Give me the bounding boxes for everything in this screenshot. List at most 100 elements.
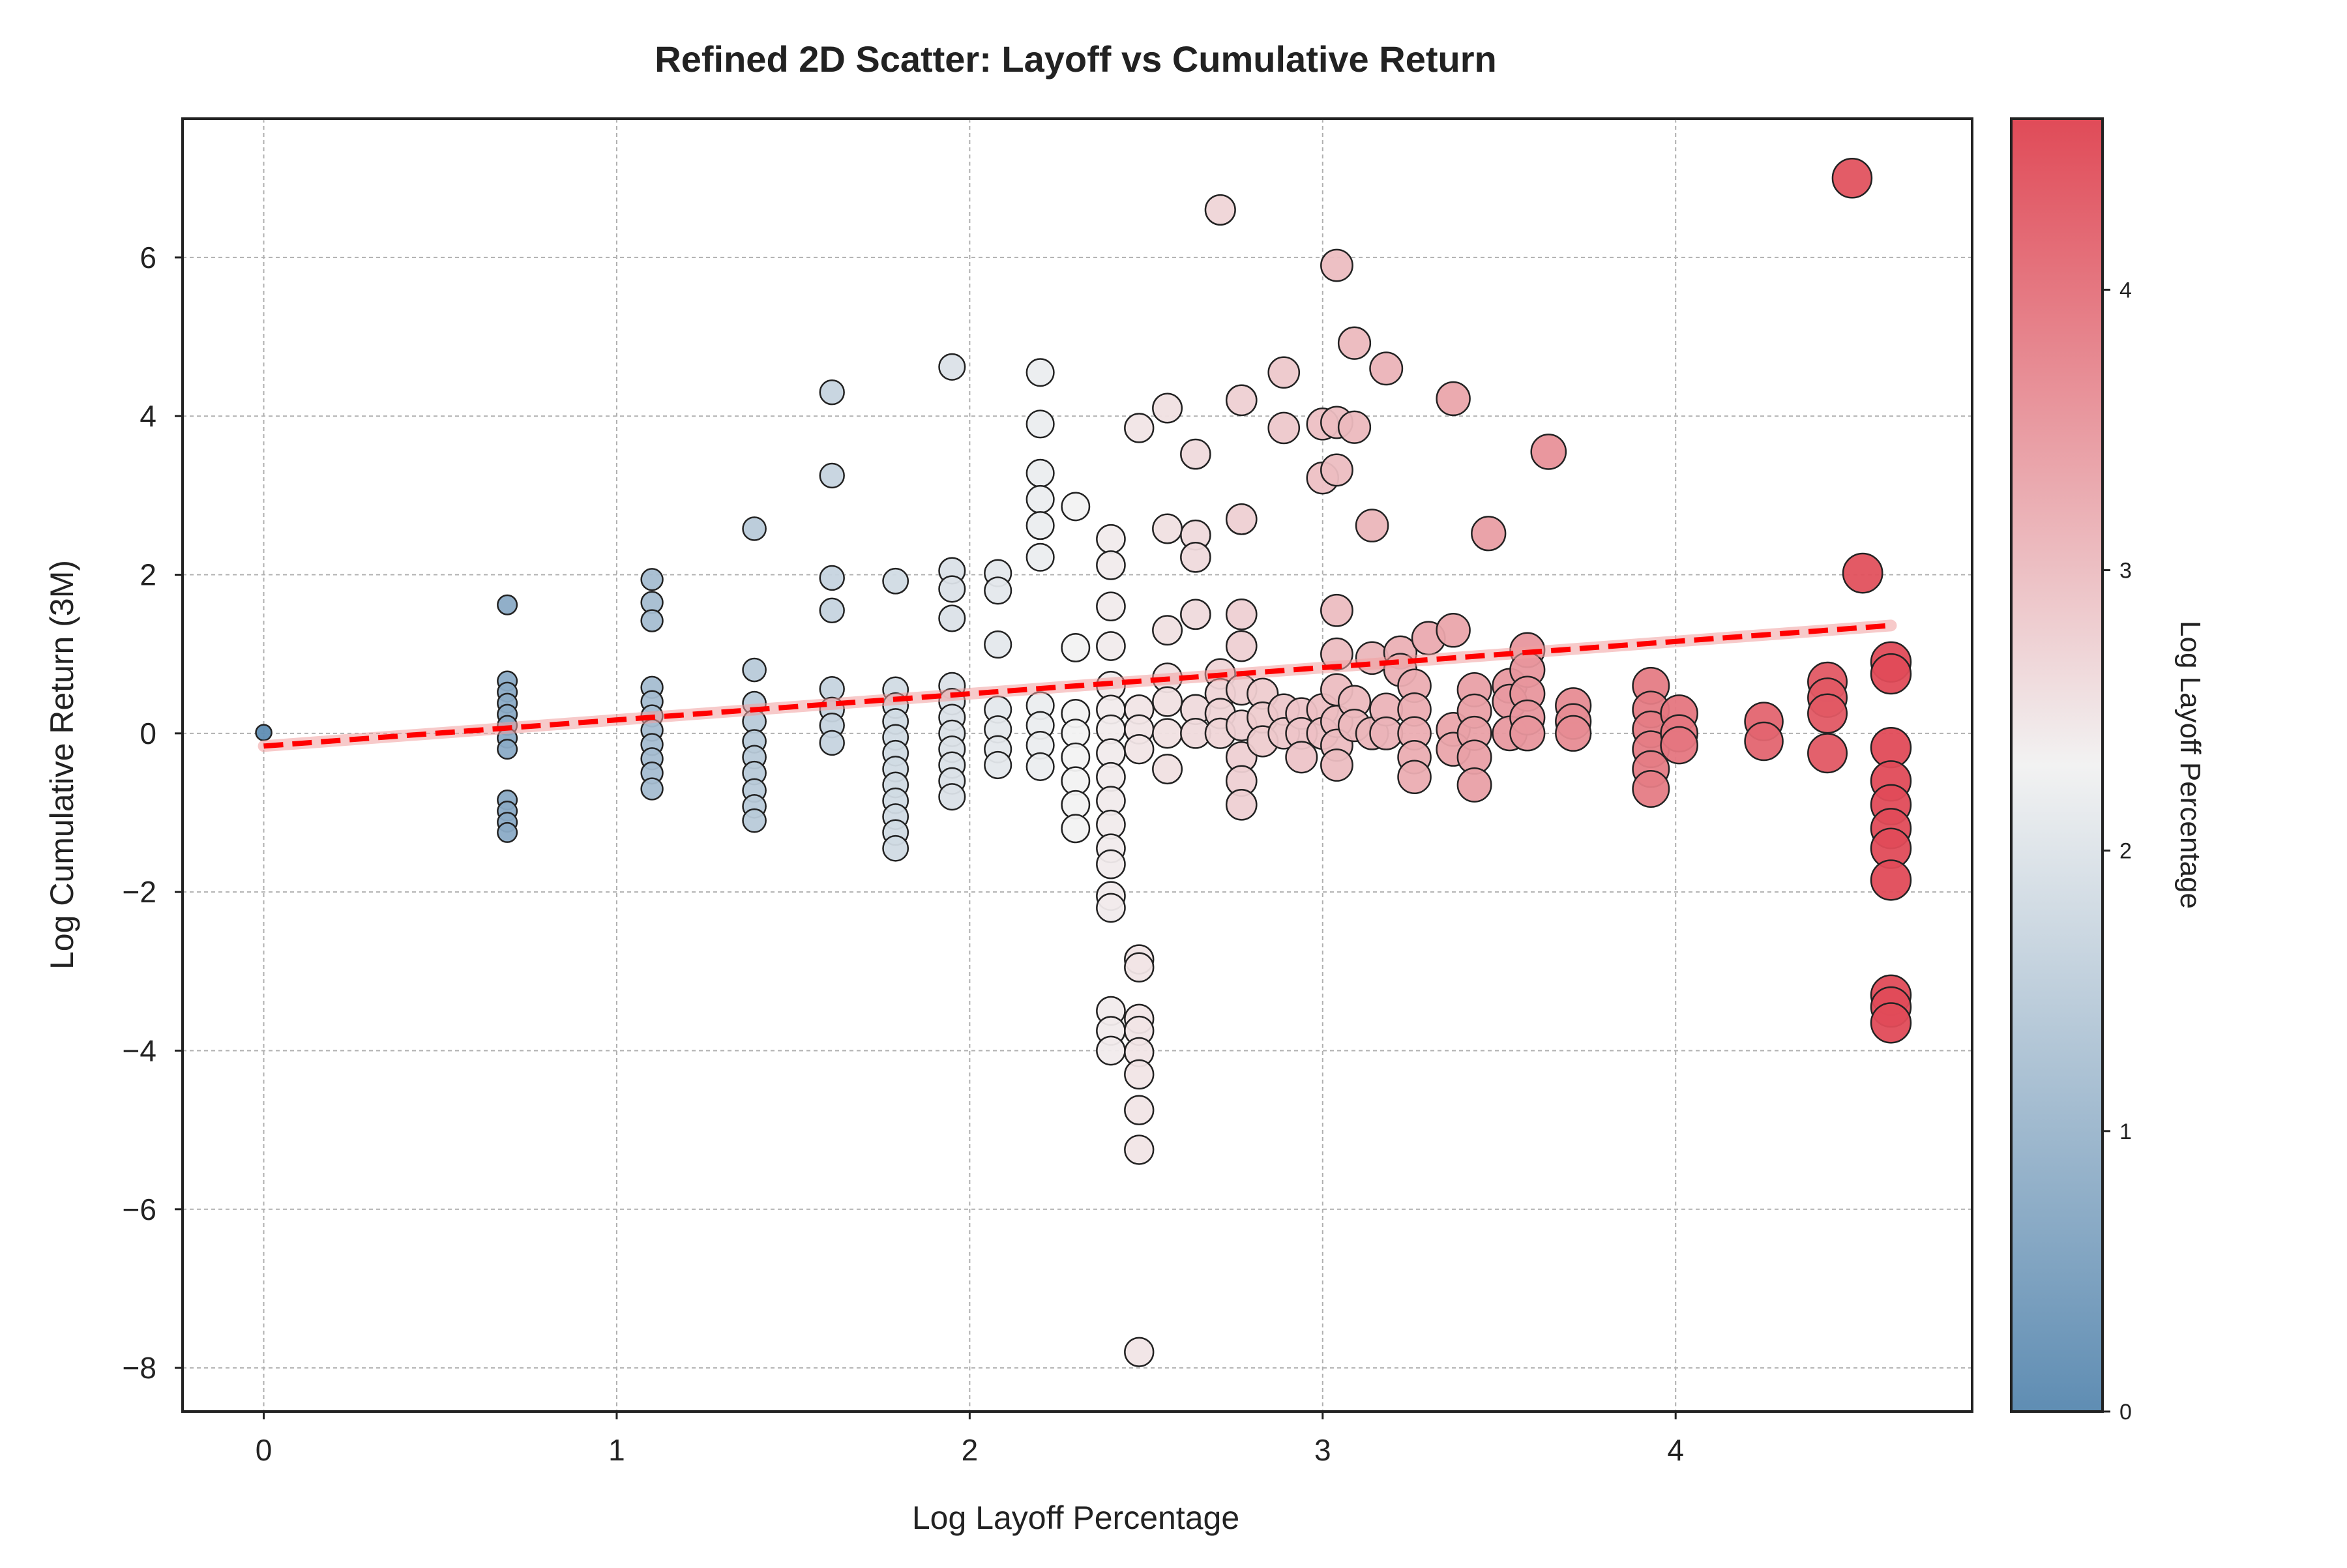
scatter-point: [1369, 351, 1404, 386]
scatter-point: [1225, 630, 1258, 662]
scatter-point: [1152, 513, 1183, 544]
y-tick-label: −6: [123, 1192, 156, 1226]
x-tick-label: 4: [1667, 1433, 1684, 1467]
scatter-point: [640, 777, 664, 801]
scatter-point: [1870, 653, 1912, 695]
scatter-point: [742, 516, 767, 541]
scatter-point: [1267, 356, 1301, 389]
scatter-point: [255, 724, 273, 741]
scatter-point: [1285, 741, 1318, 774]
scatter-point: [1124, 1337, 1155, 1367]
scatter-point: [984, 630, 1012, 659]
y-tick-label: −8: [123, 1351, 156, 1385]
scatter-point: [819, 597, 845, 623]
scatter-point: [1124, 1059, 1155, 1090]
scatter-point: [1267, 411, 1301, 445]
scatter-point: [742, 808, 767, 833]
y-tick-label: 2: [140, 558, 156, 592]
scatter-point: [1096, 524, 1126, 554]
scatter-point: [1204, 194, 1236, 226]
scatter-point: [1096, 591, 1126, 622]
scatter-point: [640, 609, 664, 632]
scatter-point: [1180, 438, 1211, 470]
scatter-point: [1152, 392, 1183, 424]
scatter-point: [1355, 509, 1389, 542]
scatter-point: [882, 835, 909, 862]
y-tick-label: −2: [123, 875, 156, 909]
colorbar-tick-label: 3: [2119, 559, 2132, 584]
x-axis-label: Log Layoff Percentage: [912, 1500, 1239, 1536]
colorbar-tick-label: 0: [2119, 1400, 2132, 1425]
scatter-point: [1026, 458, 1055, 488]
scatter-point: [819, 730, 845, 756]
scatter-point: [1831, 157, 1873, 199]
scatter-point: [1225, 503, 1258, 535]
scatter-point: [1870, 859, 1912, 901]
scatter-point: [742, 657, 767, 683]
scatter-point: [1061, 814, 1091, 844]
scatter-point: [1660, 726, 1698, 765]
scatter-point: [1842, 552, 1883, 594]
scatter-point: [1124, 1134, 1155, 1165]
scatter-point: [1337, 410, 1372, 444]
scatter-point: [1152, 754, 1183, 785]
trend-line-group: [258, 619, 1897, 752]
scatter-point: [1744, 721, 1784, 762]
scatter-point: [1225, 788, 1258, 821]
scatter-point: [1471, 516, 1507, 552]
scatter-point: [882, 567, 909, 595]
scatter-point: [1026, 409, 1055, 439]
scatter-point: [1096, 631, 1126, 661]
scatter-point: [938, 783, 966, 811]
scatter-point: [640, 568, 664, 591]
y-tick-label: 4: [140, 399, 156, 433]
scatter-point: [1124, 952, 1155, 983]
scatter-point: [1632, 770, 1670, 808]
y-tick-label: 0: [140, 717, 156, 750]
trend-line: [263, 623, 1891, 749]
scatter-points: [255, 157, 1912, 1367]
scatter-point: [1180, 599, 1211, 630]
scatter-point: [1807, 733, 1848, 774]
scatter-point: [1124, 413, 1155, 443]
scatter-point: [1320, 248, 1353, 282]
x-axis-ticks: 0 1 2 3 4: [256, 1412, 1684, 1467]
scatter-point: [1397, 760, 1432, 795]
chart-title: Refined 2D Scatter: Layoff vs Cumulative…: [655, 38, 1496, 80]
colorbar-label: Log Layoff Percentage: [2174, 621, 2206, 909]
scatter-point: [1180, 541, 1211, 573]
scatter-point: [1807, 693, 1848, 734]
scatter-point: [1026, 542, 1055, 572]
scatter-point: [1124, 1095, 1155, 1125]
scatter-point: [819, 462, 845, 489]
y-axis-label: Log Cumulative Return (3M): [44, 560, 80, 969]
scatter-point: [1026, 511, 1055, 540]
scatter-point: [1320, 748, 1353, 782]
scatter-point: [1061, 632, 1091, 662]
scatter-point: [1225, 384, 1258, 417]
scatter-point: [1124, 733, 1155, 765]
scatter-point: [938, 353, 966, 381]
x-tick-label: 0: [256, 1433, 273, 1467]
y-axis-ticks: −8 −6 −4 −2 0 2 4 6: [123, 241, 183, 1385]
y-tick-label: −4: [123, 1033, 156, 1067]
scatter-point: [497, 739, 518, 760]
scatter-point: [1026, 358, 1055, 387]
scatter-point: [1026, 484, 1055, 514]
scatter-point: [938, 575, 966, 603]
colorbar-tick-label: 4: [2119, 278, 2132, 303]
scatter-point: [1096, 893, 1126, 923]
scatter-point: [819, 379, 845, 406]
colorbar-tick-label: 2: [2119, 839, 2132, 864]
colorbar-ticks: 0 1 2 3 4: [2103, 278, 2132, 1425]
plot-frame: [181, 117, 1973, 1413]
scatter-point: [1152, 718, 1183, 749]
scatter-point: [938, 604, 966, 632]
scatter-point: [1337, 326, 1372, 360]
y-tick-label: 6: [140, 241, 156, 274]
scatter-point: [1530, 434, 1567, 470]
scatter-point: [1152, 615, 1183, 646]
scatter-point: [1436, 612, 1471, 648]
